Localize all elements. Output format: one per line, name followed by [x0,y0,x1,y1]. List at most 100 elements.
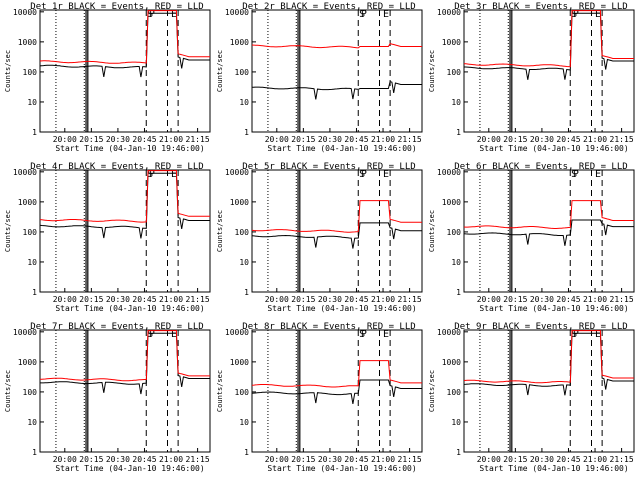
series-line-events [463,332,634,396]
y-axis-label: Counts/sec [428,210,436,252]
plot-frame [463,329,635,453]
x-tick-label: 20:15 [291,295,315,304]
x-tick-label: 21:15 [186,135,210,144]
x-axis-label: Start Time (04-Jan-10 19:46:00) [55,144,204,153]
y-tick-label: 10 [27,418,37,427]
y-tick-label: 1000 [230,198,249,207]
event-marker-s: S [147,9,153,20]
y-tick-label: 1 [32,128,37,137]
event-marker-s: S [571,329,577,340]
event-marker-e: E [171,9,177,20]
x-tick-label: 20:00 [265,295,289,304]
y-tick-label: 1 [244,448,249,457]
series-line-lld [251,360,422,388]
y-tick-label: 10000 [437,328,461,337]
x-tick-label: 21:15 [398,135,422,144]
y-tick-label: 100 [447,228,462,237]
event-marker-s: S [359,169,365,180]
panel-det-3: Det 3r BLACK = Events, RED = LLD 1 10 100 10… [428,2,635,153]
y-tick-label: 10 [239,258,249,267]
x-tick-label: 20:30 [318,295,342,304]
x-tick-label: 20:00 [53,135,77,144]
panel-title: Det 9r BLACK = Events, RED = LLD [454,322,627,332]
panel-det-5: Det 5r BLACK = Events, RED = LLD 1 10 100 10… [216,162,423,313]
x-tick-label: 20:00 [53,295,77,304]
panel-title: Det 5r BLACK = Events, RED = LLD [242,162,415,172]
x-tick-label: 21:15 [610,135,634,144]
series-line-lld [251,43,422,49]
y-tick-label: 1 [456,128,461,137]
y-axis-label: Counts/sec [4,50,12,92]
y-tick-label: 10 [27,258,37,267]
x-axis-label: Start Time (04-Jan-10 19:46:00) [55,464,204,473]
y-tick-label: 1000 [442,38,461,47]
y-tick-label: 10000 [225,8,249,17]
x-tick-label: 20:00 [477,135,501,144]
event-marker-p: P [149,329,155,340]
y-axis-label: Counts/sec [4,370,12,412]
panel-det-8: Det 8r BLACK = Events, RED = LLD 1 10 100 10… [216,322,423,473]
panel-title: Det 4r BLACK = Events, RED = LLD [30,162,203,172]
y-tick-label: 10000 [13,168,37,177]
panel-det-9: Det 9r BLACK = Events, RED = LLD 1 10 100 10… [428,322,635,473]
plot-frame [251,329,423,453]
y-tick-label: 1000 [18,198,37,207]
plot-frame [39,9,211,133]
x-tick-label: 21:00 [583,295,607,304]
x-tick-label: 21:00 [159,135,183,144]
y-tick-label: 1000 [442,358,461,367]
x-tick-label: 21:00 [583,135,607,144]
x-tick-label: 21:15 [398,295,422,304]
x-axis-label: Start Time (04-Jan-10 19:46:00) [267,304,416,313]
x-tick-label: 20:45 [132,295,156,304]
event-marker-s: S [571,9,577,20]
y-tick-label: 1000 [18,358,37,367]
x-axis-label: Start Time (04-Jan-10 19:46:00) [479,304,628,313]
x-tick-label: 20:30 [530,455,554,464]
x-tick-label: 20:15 [503,135,527,144]
event-marker-e: E [383,329,389,340]
y-tick-label: 10000 [13,328,37,337]
y-tick-label: 100 [235,228,250,237]
x-tick-label: 20:00 [53,455,77,464]
y-axis-label: Counts/sec [428,50,436,92]
x-tick-label: 21:00 [371,455,395,464]
series-line-events [40,332,210,395]
event-marker-p: P [573,329,579,340]
y-tick-label: 100 [235,68,250,77]
series-line-lld [463,200,634,229]
panel-det-4: Det 4r BLACK = Events, RED = LLD 1 10 100 10… [4,162,211,313]
x-tick-label: 20:45 [344,455,368,464]
series-line-lld [463,330,634,384]
x-tick-label: 20:45 [556,295,580,304]
x-tick-label: 20:15 [79,295,103,304]
x-tick-label: 20:30 [106,455,130,464]
series-line-lld [39,330,210,382]
x-tick-label: 21:15 [398,455,422,464]
panel-title: Det 3r BLACK = Events, RED = LLD [454,2,627,12]
event-marker-s: S [147,169,153,180]
x-axis-label: Start Time (04-Jan-10 19:46:00) [479,144,628,153]
event-marker-p: P [573,9,579,20]
panel-det-6: Det 6r BLACK = Events, RED = LLD 1 10 100 10… [428,162,635,313]
panel-det-1: Det 1r BLACK = Events, RED = LLD 1 10 100 10… [4,2,211,153]
x-tick-label: 21:15 [186,295,210,304]
x-tick-label: 20:30 [318,455,342,464]
panel-det-7: Det 7r BLACK = Events, RED = LLD 1 10 100 10… [4,322,211,473]
y-tick-label: 10000 [437,8,461,17]
plot-frame [39,169,211,293]
y-axis-label: Counts/sec [428,370,436,412]
x-tick-label: 20:30 [106,295,130,304]
event-marker-e: E [171,169,177,180]
x-tick-label: 21:00 [583,455,607,464]
series-line-lld [463,10,634,68]
panel-title: Det 2r BLACK = Events, RED = LLD [242,2,415,12]
x-tick-label: 21:00 [159,455,183,464]
y-tick-label: 1 [32,448,37,457]
event-marker-e: E [595,329,601,340]
event-marker-e: E [595,9,601,20]
event-marker-s: S [147,329,153,340]
y-tick-label: 10 [27,98,37,107]
panel-title: Det 7r BLACK = Events, RED = LLD [30,322,203,332]
